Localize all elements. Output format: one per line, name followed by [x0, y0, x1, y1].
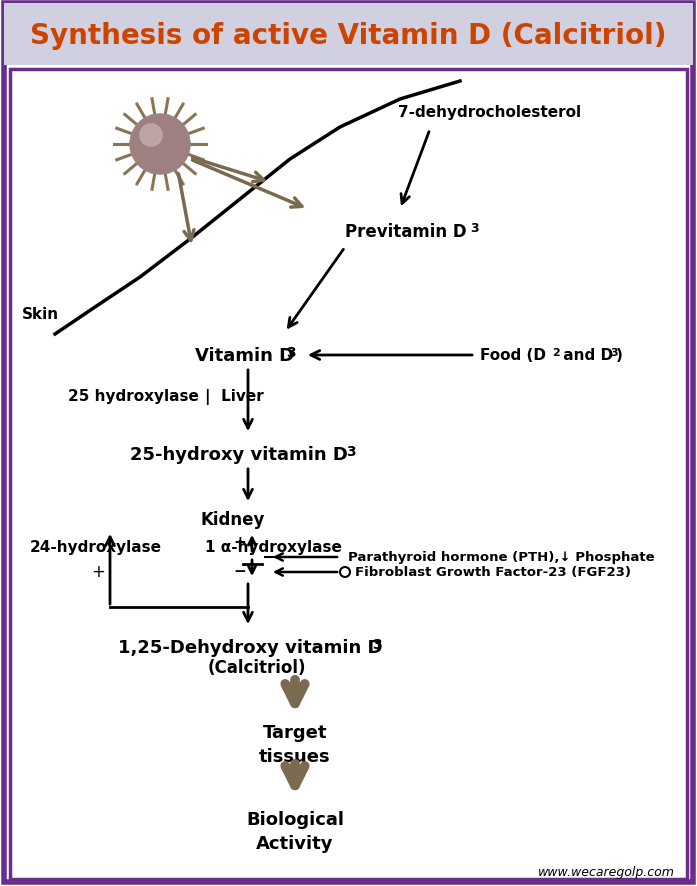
FancyBboxPatch shape: [10, 70, 687, 879]
Text: Synthesis of active Vitamin D (Calcitriol): Synthesis of active Vitamin D (Calcitrio…: [30, 22, 666, 50]
FancyBboxPatch shape: [4, 4, 693, 882]
FancyBboxPatch shape: [4, 4, 693, 66]
Text: Previtamin D: Previtamin D: [345, 222, 466, 241]
Text: ): ): [616, 348, 623, 363]
Text: Target
tissues: Target tissues: [259, 723, 331, 765]
Text: 3: 3: [346, 445, 355, 458]
Text: 1,25-Dehydroxy vitamin D: 1,25-Dehydroxy vitamin D: [118, 638, 383, 657]
Circle shape: [130, 115, 190, 175]
Text: 3: 3: [372, 637, 382, 651]
Text: 25 hydroxylase: 25 hydroxylase: [68, 389, 199, 404]
Text: 24-hydroxylase: 24-hydroxylase: [30, 540, 162, 555]
Circle shape: [140, 125, 162, 147]
Text: Vitamin D: Vitamin D: [195, 346, 294, 364]
Circle shape: [340, 567, 350, 578]
Text: +: +: [91, 563, 105, 580]
Text: Biological
Activity: Biological Activity: [246, 811, 344, 851]
Text: 1 α-hydroxylase: 1 α-hydroxylase: [205, 540, 342, 555]
Text: 7-dehydrocholesterol: 7-dehydrocholesterol: [399, 105, 581, 120]
Text: Fibroblast Growth Factor-23 (FGF23): Fibroblast Growth Factor-23 (FGF23): [355, 566, 631, 579]
Text: (Calcitriol): (Calcitriol): [208, 658, 307, 676]
Text: 3: 3: [286, 346, 296, 360]
Text: Parathyroid hormone (PTH),↓ Phosphate: Parathyroid hormone (PTH),↓ Phosphate: [348, 551, 654, 563]
Text: Food (D: Food (D: [480, 348, 546, 363]
Text: 25-hydroxy vitamin D: 25-hydroxy vitamin D: [130, 446, 348, 463]
Text: 3: 3: [610, 347, 618, 358]
Text: +: +: [233, 535, 246, 550]
Text: www.wecaregolp.com: www.wecaregolp.com: [538, 866, 675, 879]
Text: Kidney: Kidney: [200, 510, 264, 528]
Text: 2: 2: [552, 347, 560, 358]
Text: and D: and D: [558, 348, 613, 363]
Text: −: −: [233, 563, 246, 579]
Text: 3: 3: [470, 222, 479, 236]
Text: Skin: Skin: [22, 307, 59, 323]
Text: |  Liver: | Liver: [205, 389, 263, 405]
